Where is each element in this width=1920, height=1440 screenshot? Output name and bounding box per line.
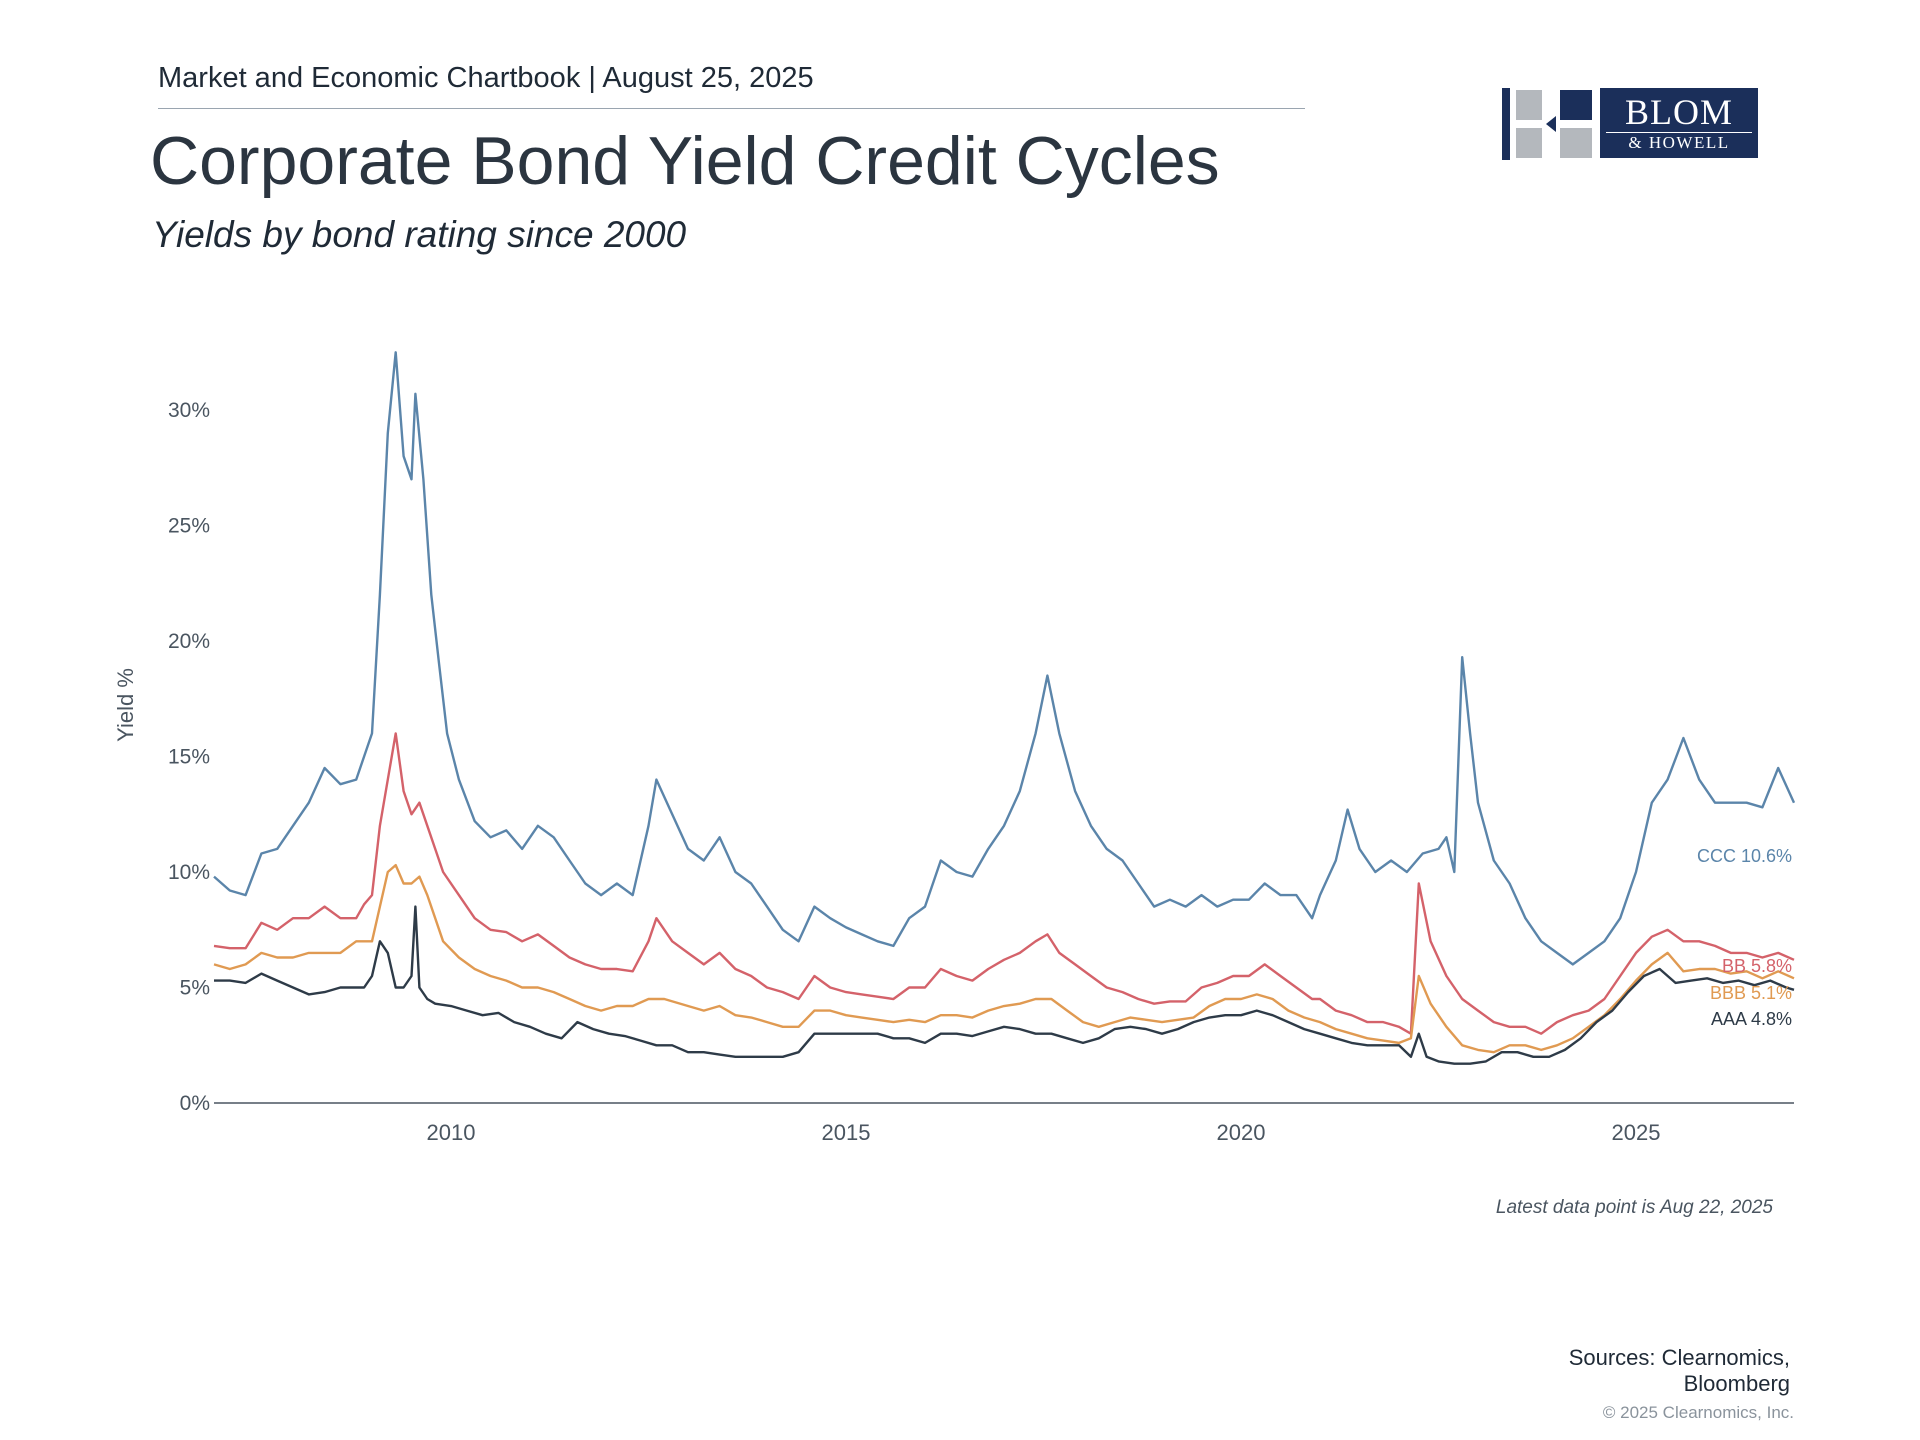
- latest-data-note: Latest data point is Aug 22, 2025: [1495, 1197, 1773, 1218]
- y-tick-label: 5%: [180, 977, 210, 1000]
- series-line-bb: [213, 732, 1795, 1035]
- chart-subtitle: Yields by bond rating since 2000: [152, 214, 687, 255]
- series-end-label-ccc: CCC 10.6%: [1697, 846, 1792, 866]
- logo-line1: BLOM: [1624, 92, 1733, 132]
- y-tick-label: 20%: [168, 630, 210, 653]
- copyright-text: © 2025 Clearnomics, Inc.: [1602, 1403, 1794, 1422]
- x-tick-label: 2020: [1217, 1120, 1266, 1145]
- company-logo: BLOM & HOWELL: [1500, 86, 1760, 162]
- x-tick-label: 2015: [822, 1120, 871, 1145]
- logo-wordmark: BLOM & HOWELL: [1600, 88, 1758, 158]
- series-line-aaa: [214, 905, 1795, 1065]
- chartbook-header: Market and Economic Chartbook | August 2…: [158, 62, 814, 94]
- series-line-bbb: [213, 863, 1795, 1054]
- x-tick-label: 2025: [1612, 1120, 1661, 1145]
- y-tick-label: 0%: [180, 1092, 210, 1115]
- y-tick-label: 25%: [168, 515, 210, 538]
- series-line-ccc: [213, 351, 1796, 966]
- series-end-label-aaa: AAA 4.8%: [1711, 1009, 1792, 1029]
- logo-mark-icon: [1502, 88, 1592, 160]
- series-end-label-bb: BB 5.8%: [1722, 956, 1792, 976]
- y-tick-label: 15%: [168, 746, 210, 769]
- y-axis-label: Yield %: [113, 668, 138, 742]
- sources-line1: Sources: Clearnomics,: [1568, 1345, 1790, 1370]
- series-end-label-bbb: BBB 5.1%: [1710, 983, 1792, 1003]
- y-tick-label: 10%: [168, 861, 210, 884]
- logo-line2: & HOWELL: [1606, 132, 1752, 153]
- sources-text: Sources: Clearnomics, Bloomberg: [1569, 1345, 1790, 1397]
- y-tick-label: 30%: [168, 399, 210, 422]
- x-tick-label: 2010: [427, 1120, 476, 1145]
- sources-line2: Bloomberg: [1683, 1371, 1790, 1396]
- chart-title: Corporate Bond Yield Credit Cycles: [150, 123, 1220, 199]
- header-divider: [158, 108, 1305, 109]
